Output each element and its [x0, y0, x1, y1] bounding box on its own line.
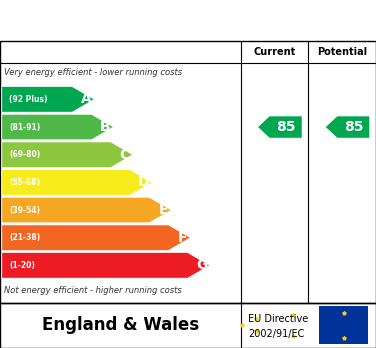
FancyBboxPatch shape — [319, 306, 368, 345]
Text: EU Directive: EU Directive — [248, 314, 308, 324]
Text: Very energy efficient - lower running costs: Very energy efficient - lower running co… — [4, 68, 182, 77]
Polygon shape — [2, 114, 113, 140]
Text: A: A — [81, 92, 91, 106]
Text: (21-38): (21-38) — [9, 233, 41, 242]
Polygon shape — [325, 116, 370, 138]
Text: F: F — [177, 231, 187, 245]
Text: (92 Plus): (92 Plus) — [9, 95, 48, 104]
Text: Energy Efficiency Rating: Energy Efficiency Rating — [53, 11, 323, 30]
Text: E: E — [158, 203, 168, 217]
Text: Current: Current — [253, 47, 296, 57]
Polygon shape — [2, 225, 190, 251]
Polygon shape — [2, 253, 209, 278]
Text: (55-68): (55-68) — [9, 178, 40, 187]
Text: C: C — [120, 148, 130, 162]
Text: (81-91): (81-91) — [9, 122, 41, 132]
Text: B: B — [100, 120, 111, 134]
Polygon shape — [2, 197, 171, 223]
Polygon shape — [258, 116, 302, 138]
Text: (1-20): (1-20) — [9, 261, 35, 270]
Text: Potential: Potential — [317, 47, 367, 57]
Polygon shape — [2, 87, 94, 112]
Text: 2002/91/EC: 2002/91/EC — [248, 329, 305, 339]
Text: Not energy efficient - higher running costs: Not energy efficient - higher running co… — [4, 286, 182, 295]
Text: England & Wales: England & Wales — [42, 316, 199, 334]
Polygon shape — [2, 170, 152, 195]
Text: D: D — [138, 175, 150, 189]
Text: (69-80): (69-80) — [9, 150, 41, 159]
Text: 85: 85 — [344, 120, 363, 134]
Text: (39-54): (39-54) — [9, 206, 40, 215]
Text: 85: 85 — [276, 120, 296, 134]
Polygon shape — [2, 142, 133, 167]
Text: G: G — [196, 258, 207, 272]
